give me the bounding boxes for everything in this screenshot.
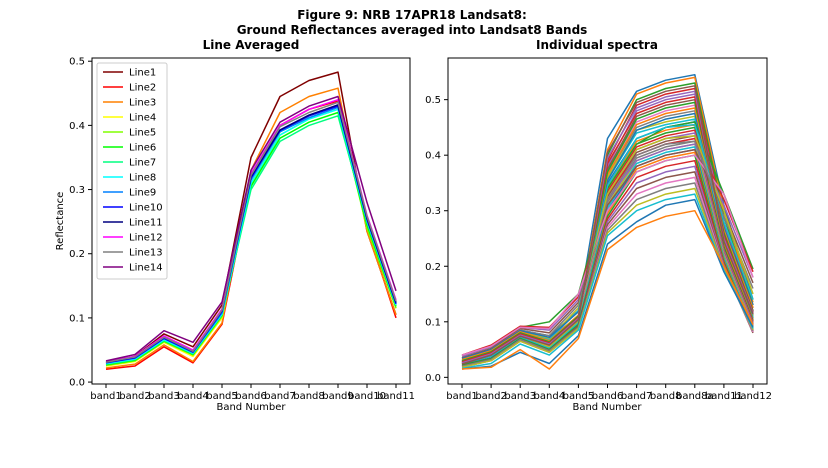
right-x-tick-label: band5 bbox=[563, 391, 595, 402]
left-x-ticks: band1band2band3band4band5band6band7band8… bbox=[90, 384, 415, 402]
left-series-line-1 bbox=[105, 71, 397, 364]
left-y-tick-label: 0.1 bbox=[69, 313, 85, 324]
legend-label: Line11 bbox=[129, 218, 163, 229]
right-x-axis-label: Band Number bbox=[572, 402, 642, 413]
right-panel-title: Individual spectra bbox=[536, 38, 658, 52]
right-series-line-28 bbox=[461, 182, 754, 367]
left-y-tick-label: 0.0 bbox=[69, 378, 85, 389]
left-series-line-13 bbox=[105, 101, 397, 363]
right-series-line-36 bbox=[461, 148, 754, 359]
right-series-line-32 bbox=[461, 209, 754, 370]
left-y-ticks: 0.0 0.1 0.2 0.3 0.4 0.5 bbox=[69, 57, 92, 389]
right-series-line-23 bbox=[461, 154, 754, 366]
left-y-tick-label: 0.3 bbox=[69, 185, 85, 196]
left-x-tick-label: band1 bbox=[90, 391, 122, 402]
right-y-tick-label: 0.3 bbox=[425, 206, 441, 217]
left-plot-frame bbox=[91, 57, 411, 385]
legend-label: Line1 bbox=[129, 68, 156, 79]
right-x-tick-label: band3 bbox=[504, 391, 536, 402]
legend-label: Line12 bbox=[129, 233, 163, 244]
left-legend: Line1 Line2 Line3 Line4 Line5 Line6 Line7 Line8… bbox=[96, 62, 168, 280]
legend-label: Line9 bbox=[129, 188, 156, 199]
right-series-line-31 bbox=[461, 198, 754, 370]
left-x-tick-label: band6 bbox=[235, 391, 267, 402]
right-x-tick-label: band7 bbox=[621, 391, 653, 402]
right-y-tick-label: 0.0 bbox=[425, 373, 441, 384]
right-x-tick-label: band11 bbox=[705, 391, 743, 402]
right-x-tick-label: band8 bbox=[650, 391, 682, 402]
right-x-tick-label: band12 bbox=[734, 391, 772, 402]
right-x-tick-label: band6 bbox=[592, 391, 624, 402]
right-series-line-30 bbox=[461, 193, 754, 370]
legend-label: Line14 bbox=[129, 263, 163, 274]
right-x-tick-label: band8a bbox=[676, 391, 714, 402]
legend-label: Line4 bbox=[129, 113, 156, 124]
left-x-tick-label: band3 bbox=[148, 391, 180, 402]
legend-label: Line2 bbox=[129, 83, 156, 94]
left-y-axis-label: Reflectance bbox=[55, 192, 66, 251]
right-x-ticks: band1band2band3band4band5band6band7band8… bbox=[446, 384, 772, 402]
legend-label: Line13 bbox=[129, 248, 163, 259]
right-plot-frame bbox=[447, 57, 768, 385]
right-y-tick-label: 0.4 bbox=[425, 151, 441, 162]
left-x-tick-label: band10 bbox=[348, 391, 386, 402]
left-series-lines bbox=[105, 71, 397, 370]
left-x-tick-label: band8 bbox=[293, 391, 325, 402]
figure-title-line2: Ground Reflectances averaged into Landsa… bbox=[237, 23, 588, 37]
legend-label: Line3 bbox=[129, 98, 156, 109]
legend-label: Line10 bbox=[129, 203, 163, 214]
line-averaged-chart: Line Averaged Band Number Reflectance ba… bbox=[55, 38, 415, 413]
right-series-lines bbox=[461, 73, 754, 370]
left-y-tick-label: 0.5 bbox=[69, 57, 85, 68]
left-x-tick-label: band5 bbox=[206, 391, 238, 402]
legend-label: Line8 bbox=[129, 173, 156, 184]
right-x-tick-label: band1 bbox=[446, 391, 478, 402]
left-x-tick-label: band4 bbox=[177, 391, 209, 402]
left-x-tick-label: band2 bbox=[119, 391, 151, 402]
left-x-axis-label: Band Number bbox=[216, 402, 286, 413]
right-y-ticks: 0.0 0.1 0.2 0.3 0.4 0.5 bbox=[425, 95, 448, 384]
left-x-tick-label: band9 bbox=[322, 391, 354, 402]
legend-label: Line5 bbox=[129, 128, 156, 139]
right-x-tick-label: band4 bbox=[534, 391, 566, 402]
individual-spectra-chart: Individual spectra Band Number band1band… bbox=[425, 38, 772, 413]
right-series-line-29 bbox=[461, 187, 754, 369]
left-series-line-14 bbox=[105, 95, 397, 362]
left-x-tick-label: band11 bbox=[377, 391, 415, 402]
figure-title-line1: Figure 9: NRB 17APR18 Landsat8: bbox=[297, 8, 527, 22]
right-y-tick-label: 0.1 bbox=[425, 317, 441, 328]
right-y-tick-label: 0.5 bbox=[425, 95, 441, 106]
legend-label: Line6 bbox=[129, 143, 156, 154]
right-x-tick-label: band2 bbox=[475, 391, 507, 402]
left-panel-title: Line Averaged bbox=[203, 38, 300, 52]
legend-label: Line7 bbox=[129, 158, 156, 169]
right-series-line-46 bbox=[461, 85, 754, 365]
left-y-tick-label: 0.4 bbox=[69, 121, 85, 132]
left-y-tick-label: 0.2 bbox=[69, 249, 85, 260]
right-y-tick-label: 0.2 bbox=[425, 262, 441, 273]
left-x-tick-label: band7 bbox=[264, 391, 296, 402]
